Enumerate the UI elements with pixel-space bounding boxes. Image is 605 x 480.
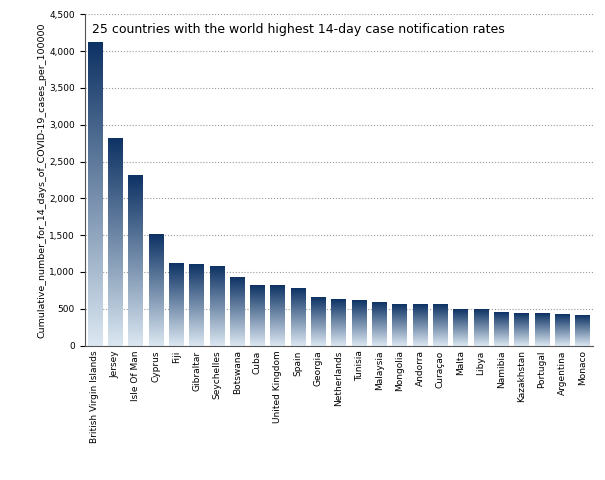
- Y-axis label: Cumulative_number_for_14_days_of_COVID-19_cases_per_100000: Cumulative_number_for_14_days_of_COVID-1…: [38, 22, 47, 338]
- Text: 25 countries with the world highest 14-day case notification rates: 25 countries with the world highest 14-d…: [93, 23, 505, 36]
